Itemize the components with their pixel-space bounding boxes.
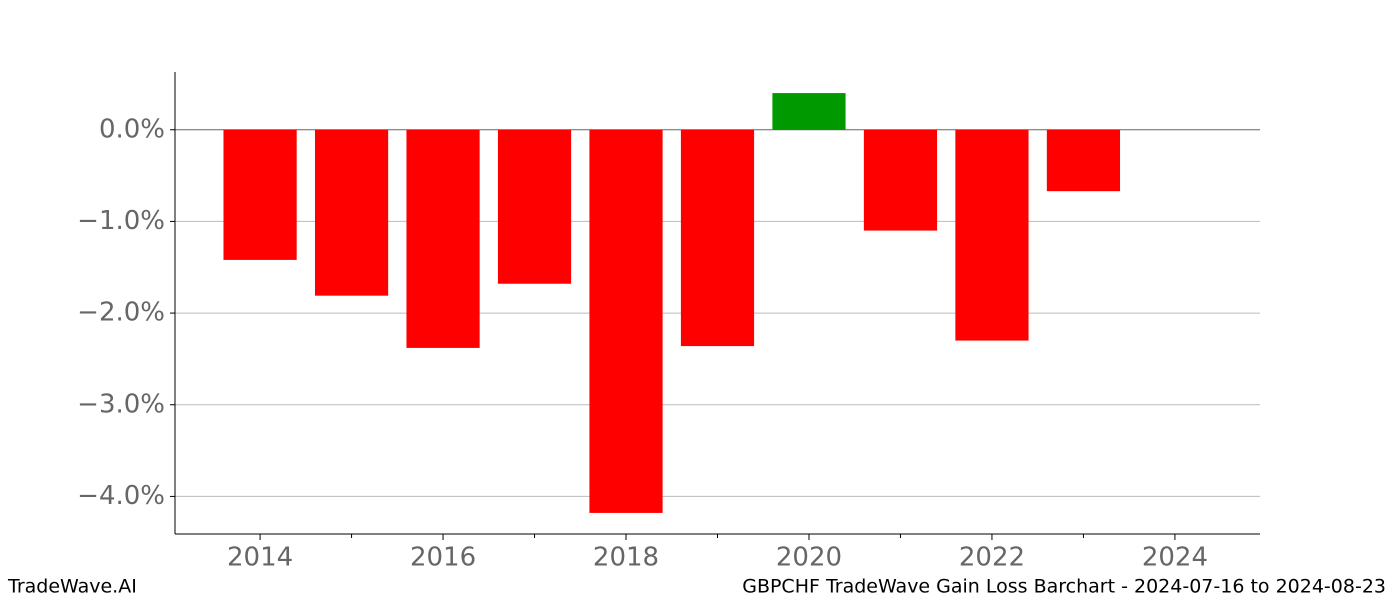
bar: [497, 129, 572, 284]
bar: [863, 129, 938, 231]
x-tick-label: 2014: [227, 543, 293, 573]
bar: [955, 129, 1029, 341]
chart-title: GBPCHF TradeWave Gain Loss Barchart - 20…: [742, 576, 1386, 598]
x-tick-label: 2016: [410, 543, 476, 573]
bar: [406, 129, 480, 348]
bar: [223, 129, 297, 260]
bar: [314, 129, 389, 296]
x-tick-label: 2020: [776, 543, 842, 573]
y-tick-label: −3.0%: [77, 389, 165, 419]
x-tick-label: 2022: [959, 543, 1025, 573]
bar: [680, 129, 755, 347]
y-tick-label: −4.0%: [77, 481, 165, 511]
y-tick-label: −1.0%: [77, 206, 165, 236]
y-tick-label: 0.0%: [99, 114, 165, 144]
y-tick-label: −2.0%: [77, 298, 165, 328]
watermark: TradeWave.AI: [7, 576, 137, 598]
x-tick-label: 2018: [593, 543, 659, 573]
bar: [772, 93, 846, 130]
bar: [589, 129, 663, 513]
x-tick-label: 2024: [1142, 543, 1208, 573]
bar: [1046, 129, 1121, 192]
